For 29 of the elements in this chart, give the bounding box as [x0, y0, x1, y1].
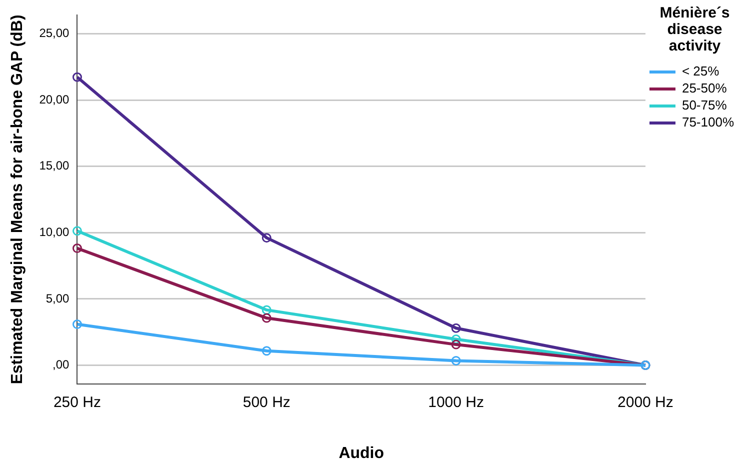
point	[262, 305, 272, 315]
point	[451, 340, 461, 350]
y-tick-label: ,00	[52, 358, 70, 372]
point	[451, 323, 461, 333]
y-tick-label: 10,00	[39, 224, 70, 239]
y-tick-label: 25,00	[39, 26, 70, 40]
point	[451, 356, 461, 366]
point	[262, 233, 272, 243]
x-tick-label: 250 Hz	[53, 394, 101, 411]
x-tick-label: 1000 Hz	[428, 394, 484, 411]
point	[72, 72, 82, 82]
legend-label: 25-50%	[682, 80, 728, 96]
point	[262, 313, 272, 323]
y-axis-title: Estimated Marginal Means for air-bone GAP (dB)	[9, 14, 26, 384]
point	[72, 244, 82, 254]
legend-label: < 25%	[682, 64, 720, 79]
legend-label: 50-75%	[682, 98, 728, 113]
legend-title: Ménière´s disease activity	[660, 4, 730, 55]
legend-label: 75-100%	[682, 114, 734, 130]
x-axis-title: Audio	[338, 444, 384, 462]
point	[72, 320, 82, 330]
x-tick-label: 2000 Hz	[618, 394, 674, 411]
y-tick-label: 20,00	[39, 92, 70, 106]
point	[72, 226, 82, 236]
point	[451, 334, 461, 344]
x-tick-label: 500 Hz	[242, 394, 290, 411]
point	[262, 346, 272, 356]
y-tick-label: 5,00	[46, 291, 70, 306]
y-tick-label: 15,00	[39, 158, 70, 173]
